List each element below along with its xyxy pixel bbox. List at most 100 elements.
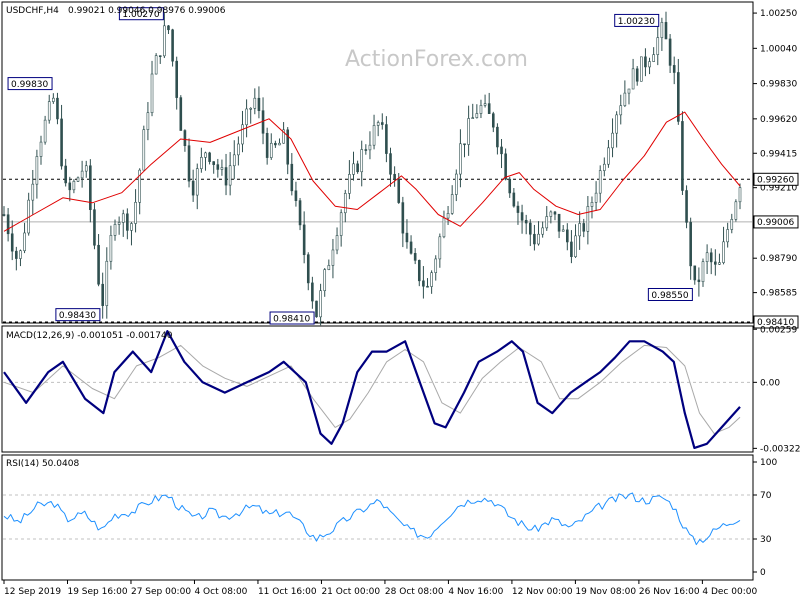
candle-body-128 <box>529 222 532 235</box>
candle-body-136 <box>561 229 565 232</box>
candle-body-40 <box>167 25 170 31</box>
candle-body-137 <box>566 229 569 243</box>
candle-body-139 <box>574 235 577 257</box>
candle-body-61 <box>253 97 257 109</box>
candle-body-90 <box>372 125 376 146</box>
candle-body-103 <box>426 285 429 288</box>
candle-body-163 <box>672 65 676 73</box>
price-tick-label-6: 0.98790 <box>760 254 797 264</box>
candle-body-81 <box>335 235 339 251</box>
candle-body-35 <box>146 112 150 130</box>
candle-body-52 <box>216 164 220 170</box>
candle-body-131 <box>541 227 544 235</box>
annotation-box-1 <box>7 77 53 91</box>
candle-body-108 <box>446 213 450 219</box>
time-tick-label-0: 12 Sep 2019 <box>4 587 61 597</box>
candle-body-144 <box>594 192 598 203</box>
candle-body-36 <box>150 73 154 114</box>
annotation-label-2: 0.98430 <box>59 311 96 321</box>
price-tick-label-7: 0.98585 <box>760 289 797 299</box>
candle-body-5 <box>23 232 26 252</box>
candle-body-83 <box>343 193 347 214</box>
candle-body-110 <box>454 173 458 195</box>
candle-body-68 <box>282 129 285 144</box>
macd-panel-frame <box>1 325 754 453</box>
rsi-title: RSI(14) 50.0408 <box>6 459 79 469</box>
candle-body-140 <box>578 223 581 237</box>
candle-body-160 <box>660 22 664 38</box>
candle-body-173 <box>714 261 717 265</box>
candle-body-62 <box>257 97 261 111</box>
annotation-label-4: 1.00230 <box>618 17 655 27</box>
candle-body-25 <box>105 260 109 306</box>
candle-body-151 <box>623 92 627 106</box>
annotation-box-5 <box>647 287 693 301</box>
candle-body-148 <box>611 132 614 149</box>
candle-body-164 <box>677 72 680 122</box>
candle-body-91 <box>376 122 380 126</box>
candle-body-127 <box>524 219 528 224</box>
candle-body-42 <box>175 60 178 98</box>
candle-body-74 <box>306 254 310 284</box>
candle-body-95 <box>393 173 396 180</box>
candle-body-92 <box>380 122 384 125</box>
level-box-1 <box>753 215 799 229</box>
candle-body-97 <box>401 202 405 234</box>
candle-body-161 <box>664 22 668 40</box>
annotation-box-4 <box>614 13 660 27</box>
candle-body-37 <box>154 55 158 75</box>
candle-body-153 <box>631 68 635 90</box>
macd-signal-line <box>3 344 741 435</box>
price-tick-label-5: 0.99210 <box>760 184 797 194</box>
candle-body-118 <box>487 103 491 114</box>
price-panel: 1.00270 0.99830 0.98430 0.98410 1.00230 0.985… <box>2 7 799 329</box>
time-tick-label-11: 4 Dec 00:00 <box>702 587 757 597</box>
candle-body-22 <box>93 209 96 246</box>
annotation-box-0 <box>118 7 164 21</box>
candle-body-45 <box>187 145 191 182</box>
candle-body-111 <box>459 143 462 175</box>
candle-body-60 <box>249 108 253 110</box>
candle-body-138 <box>570 241 573 257</box>
candle-body-125 <box>516 205 520 213</box>
candle-body-146 <box>603 163 606 171</box>
time-tick-label-3: 4 Oct 08:00 <box>194 587 247 597</box>
candle-body-100 <box>413 253 417 261</box>
candle-body-48 <box>200 157 203 169</box>
candle-body-33 <box>138 169 141 203</box>
candle-body-167 <box>689 222 692 267</box>
time-tick-label-5: 21 Oct 00:00 <box>321 587 380 597</box>
candle-body-57 <box>237 143 240 156</box>
candle-body-43 <box>179 97 183 131</box>
candle-body-79 <box>327 265 331 270</box>
candle-body-147 <box>607 147 610 165</box>
candle-body-96 <box>397 178 401 203</box>
level-label-1: 0.99006 <box>757 218 794 228</box>
time-tick-label-9: 19 Nov 08:00 <box>575 587 636 597</box>
candle-body-3 <box>15 250 18 259</box>
candle-body-155 <box>640 56 643 82</box>
time-tick-label-8: 12 Nov 00:00 <box>512 587 573 597</box>
candle-body-169 <box>697 279 701 283</box>
candle-body-145 <box>598 170 602 194</box>
candle-body-106 <box>438 236 442 260</box>
price-tick-label-0: 1.00250 <box>760 9 797 19</box>
candle-body-133 <box>549 211 553 217</box>
moving-average-line <box>3 111 741 232</box>
candle-body-113 <box>467 118 470 145</box>
candle-body-72 <box>298 200 302 226</box>
candle-body-115 <box>475 113 479 118</box>
candle-body-93 <box>385 124 388 154</box>
time-tick-label-2: 27 Sep 00:00 <box>131 587 191 597</box>
candle-body-89 <box>368 144 372 151</box>
candle-body-44 <box>183 130 187 147</box>
candle-body-55 <box>228 165 232 186</box>
candle-body-8 <box>35 156 39 185</box>
candle-body-4 <box>19 250 22 259</box>
candle-body-152 <box>627 88 631 94</box>
candle-body-28 <box>117 222 121 225</box>
candle-body-102 <box>422 280 425 287</box>
candle-body-171 <box>705 252 709 263</box>
candle-body-32 <box>134 201 137 224</box>
